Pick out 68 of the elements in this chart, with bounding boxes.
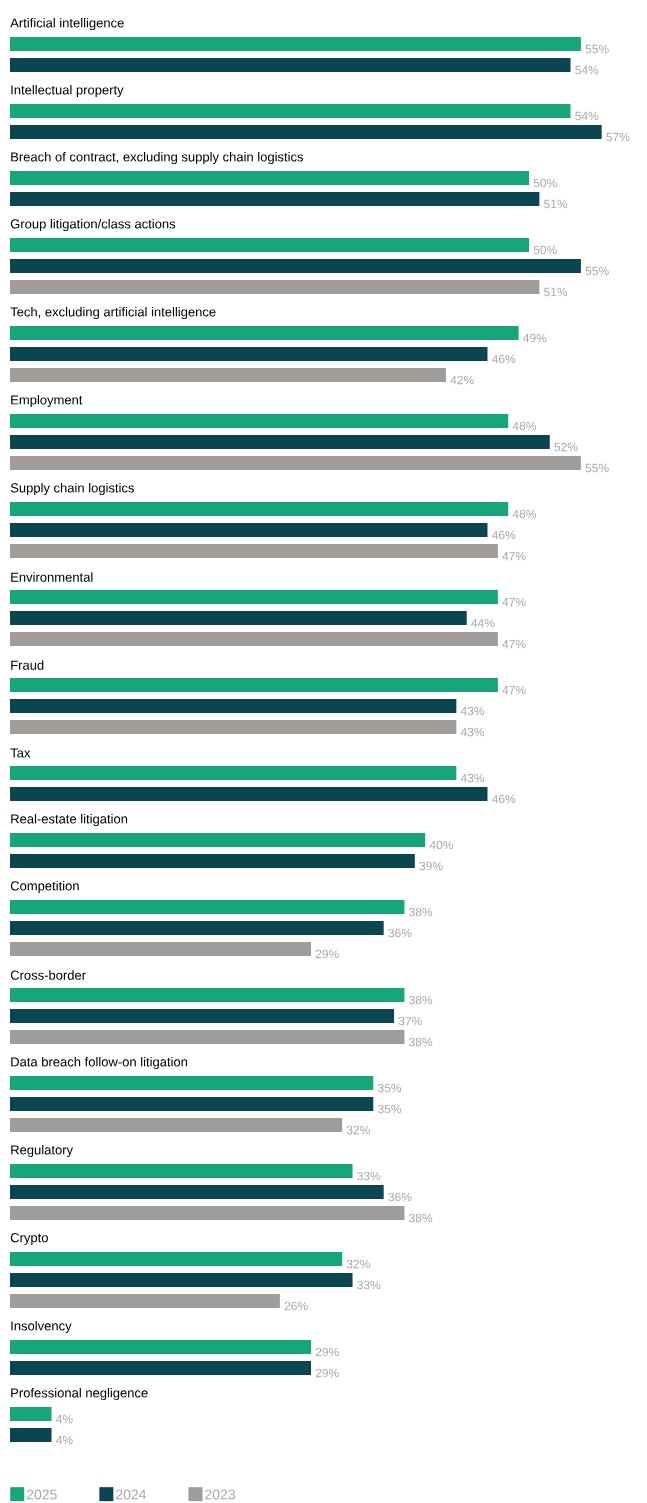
- data-label: 51%: [544, 287, 568, 297]
- data-label: 42%: [450, 375, 474, 385]
- y-tick-label: Tech, excluding artificial intelligence: [10, 306, 216, 320]
- y-tick-label: Cross-border: [10, 970, 86, 980]
- y-tick-label: Professional negligence: [11, 1387, 148, 1401]
- data-label: 47%: [502, 685, 526, 695]
- y-tick-label: Employment: [11, 394, 83, 408]
- data-label: 35%: [377, 1083, 402, 1093]
- data-label: 55%: [585, 44, 609, 54]
- data-label: 4%: [56, 1414, 73, 1424]
- y-tick-label: Environmental: [11, 572, 93, 582]
- y-tick-label: Tax: [10, 748, 31, 758]
- data-label: 55%: [585, 463, 609, 473]
- data-label: 32%: [346, 1125, 370, 1135]
- data-label: 40%: [429, 840, 453, 850]
- data-label: 48%: [512, 509, 537, 519]
- data-label: 50%: [533, 245, 557, 255]
- data-label: 49%: [523, 333, 547, 343]
- data-label: 29%: [315, 1347, 339, 1357]
- y-tick-label: Artificial intelligence: [10, 17, 124, 31]
- data-label: 43%: [460, 773, 485, 783]
- data-label: 47%: [502, 597, 526, 607]
- data-label: 43%: [460, 706, 485, 716]
- y-tick-label: Supply chain logistics: [10, 482, 134, 496]
- y-tick-label: Regulatory: [11, 1144, 74, 1158]
- y-tick-label: Fraud: [11, 660, 44, 670]
- data-label: 35%: [377, 1104, 402, 1114]
- y-tick-label: Breach of contract, excluding supply chain logistics: [11, 151, 304, 165]
- data-label: 36%: [388, 1192, 412, 1202]
- data-label: 38%: [409, 995, 433, 1005]
- data-label: 51%: [544, 199, 568, 209]
- data-label: 38%: [409, 1213, 433, 1223]
- data-label: 54%: [575, 111, 599, 121]
- data-label: 29%: [315, 1368, 339, 1378]
- data-label: 29%: [315, 949, 339, 959]
- data-label: 52%: [554, 442, 578, 452]
- data-label: 46%: [491, 354, 516, 364]
- data-label: 32%: [346, 1259, 370, 1269]
- data-label: 50%: [533, 178, 557, 188]
- data-label: 57%: [606, 132, 630, 142]
- data-label: 36%: [388, 928, 412, 938]
- data-label: 54%: [575, 65, 599, 75]
- data-label: 4%: [56, 1435, 73, 1445]
- data-label: 26%: [284, 1301, 308, 1311]
- legend-label: 2024: [116, 1489, 147, 1500]
- data-label: 46%: [491, 794, 516, 804]
- data-label: 44%: [471, 618, 495, 628]
- y-tick-label: Intellectual property: [11, 84, 124, 98]
- data-label: 47%: [502, 639, 526, 649]
- legend-label: 2025: [26, 1489, 57, 1500]
- data-label: 33%: [357, 1280, 381, 1290]
- y-tick-label: Real-estate litigation: [11, 813, 128, 827]
- data-label: 47%: [502, 551, 526, 561]
- y-tick-label: Data breach follow-on litigation: [11, 1056, 188, 1070]
- data-label: 43%: [460, 727, 485, 737]
- y-tick-label: Insolvency: [11, 1320, 72, 1334]
- data-label: 46%: [491, 530, 516, 540]
- y-tick-label: Competition: [10, 880, 79, 894]
- y-tick-label: Group litigation/class actions: [10, 218, 176, 232]
- data-label: 55%: [585, 266, 609, 276]
- data-label: 48%: [512, 421, 537, 431]
- data-label: 39%: [419, 861, 443, 871]
- legend-label: 2023: [205, 1489, 235, 1500]
- data-label: 38%: [409, 907, 433, 917]
- y-tick-label: Crypto: [10, 1233, 48, 1245]
- data-label: 38%: [409, 1037, 433, 1047]
- data-label: 37%: [398, 1016, 422, 1026]
- data-label: 33%: [357, 1171, 381, 1181]
